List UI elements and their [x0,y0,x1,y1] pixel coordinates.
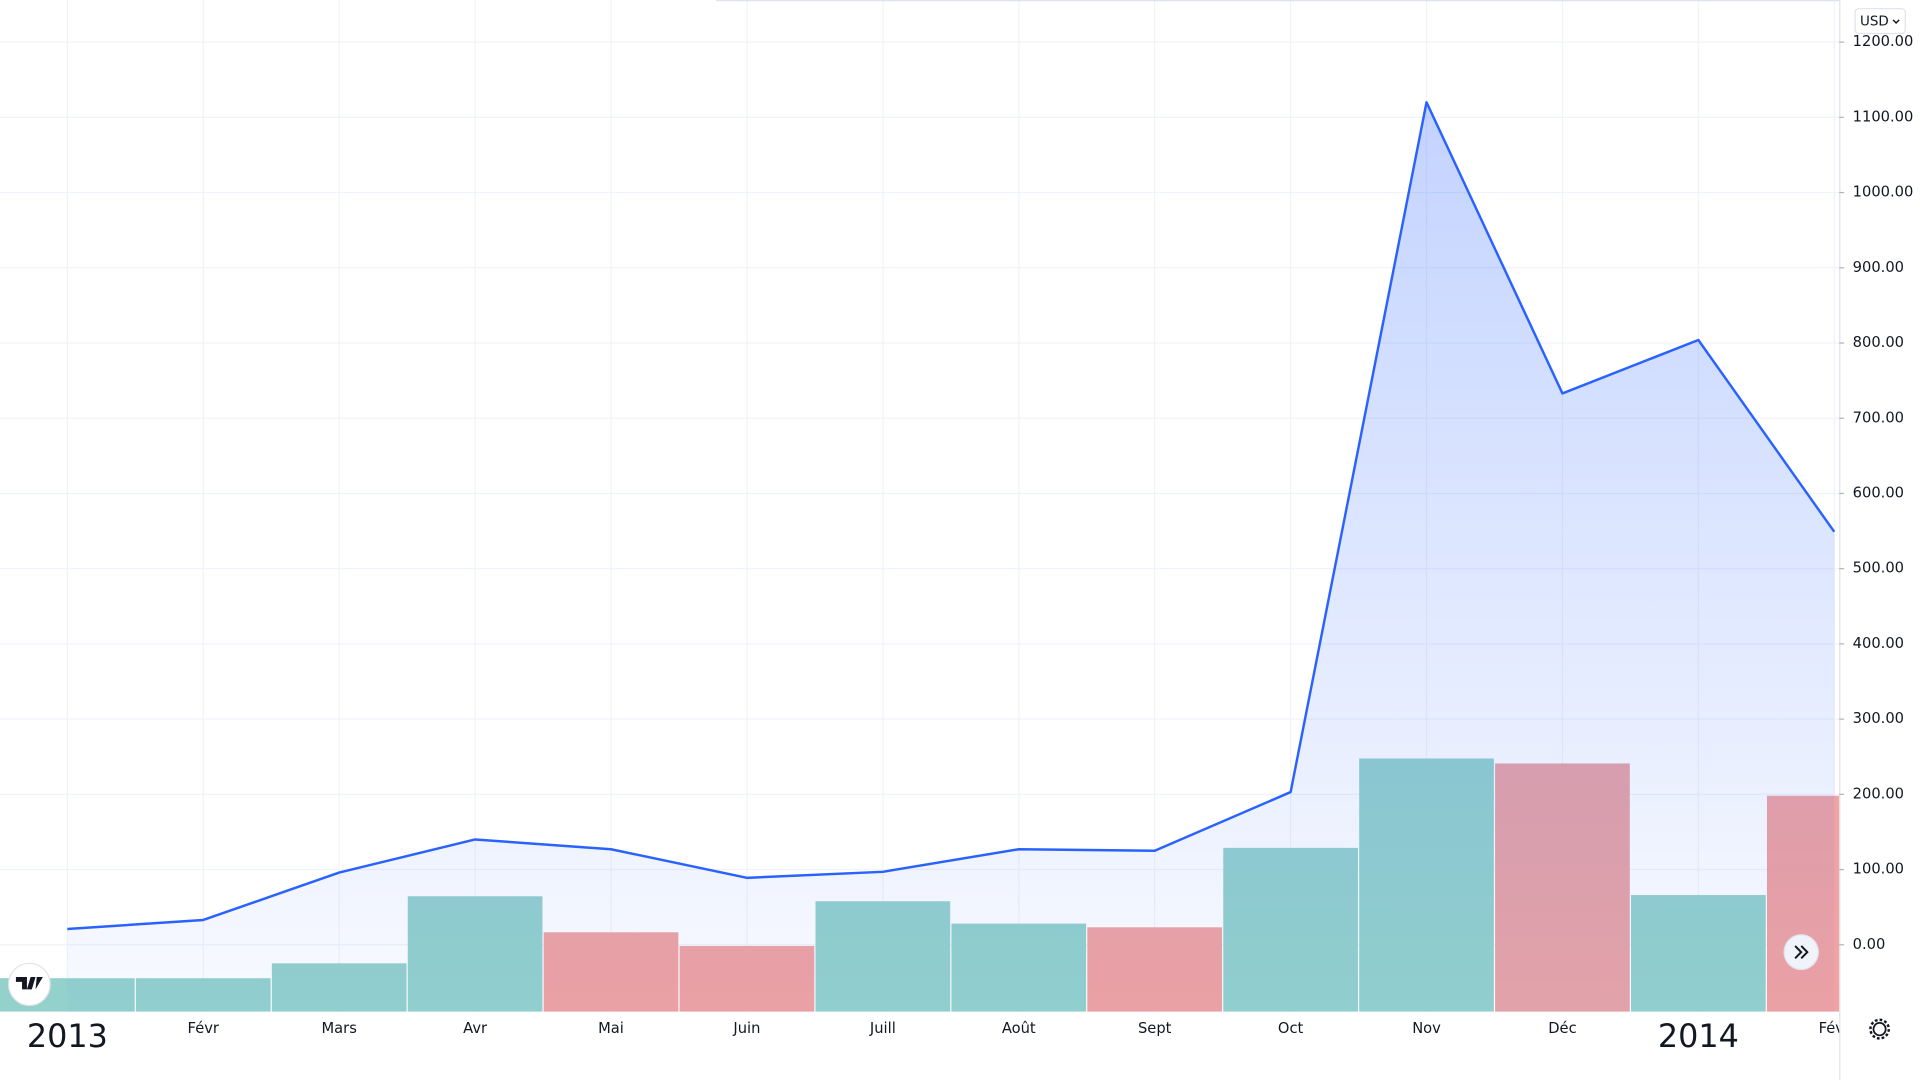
currency-button-frame[interactable] [1854,8,1906,35]
gear-teeth[interactable] [1869,1018,1890,1040]
gear-ring[interactable] [1872,1022,1887,1037]
y-tick-label: 500.00 [1853,560,1904,577]
scroll-icon[interactable] [1794,945,1809,960]
y-tick-label: 900.00 [1853,259,1904,276]
y-tick-label: 400.00 [1853,635,1904,652]
x-tick-label: Févr [188,1020,220,1037]
scroll-to-realtime[interactable] [1783,934,1819,971]
x-tick-label: 2013 [27,1017,108,1055]
time-axis: 2013 Févr Mars Avr Mai Juin Juill Août Sept Oct No… [27,1017,1851,1055]
x-tick-label: Juin [732,1020,760,1037]
logo-mark[interactable] [15,976,43,990]
y-tick-label: 700.00 [1853,409,1904,426]
x-tick-label: Mars [322,1020,357,1037]
x-tick-label: Août [1002,1020,1036,1037]
y-tick-label: 600.00 [1853,484,1904,501]
currency-caret[interactable] [1892,19,1900,25]
price-axis: 0.00 100.00 200.00 300.00 400.00 500.00 600.00… [1839,33,1913,953]
y-tick-label: 300.00 [1853,710,1904,727]
price-line [67,101,1836,931]
y-tick-label: 100.00 [1853,860,1904,877]
time-labels: 2013 Févr Mars Avr Mai Juin Juill Août Sept Oct No… [27,1017,1851,1055]
y-tick-label: 0.00 [1853,936,1886,953]
y-tick-label: 200.00 [1853,785,1904,802]
y-tick-label: 1200.00 [1853,33,1914,50]
x-tick-label: Sept [1138,1020,1172,1037]
price-area [67,102,1835,1012]
x-tick-label: Nov [1412,1020,1441,1037]
y-tick-label: 1000.00 [1853,184,1914,201]
y-tick-label: 1100.00 [1853,108,1914,125]
x-tick-label: Févr [1819,1020,1851,1037]
settings-button[interactable] [1869,1018,1890,1040]
y-tick-label: 800.00 [1853,334,1904,351]
x-tick-label: Déc [1548,1020,1576,1037]
plot-area [0,101,1840,1012]
currency-label[interactable]: USD [1860,14,1889,30]
currency-button[interactable]: USD [1854,8,1906,35]
x-tick-label: Juill [869,1020,896,1037]
x-tick-label: Oct [1278,1020,1304,1037]
x-tick-label: Mai [598,1020,624,1037]
x-tick-label: 2014 [1658,1017,1739,1055]
x-tick-label: Avr [463,1020,488,1037]
tradingview-logo[interactable] [7,962,51,1007]
